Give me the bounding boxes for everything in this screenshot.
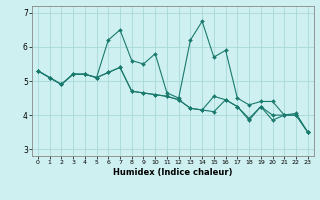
X-axis label: Humidex (Indice chaleur): Humidex (Indice chaleur) [113, 168, 233, 177]
